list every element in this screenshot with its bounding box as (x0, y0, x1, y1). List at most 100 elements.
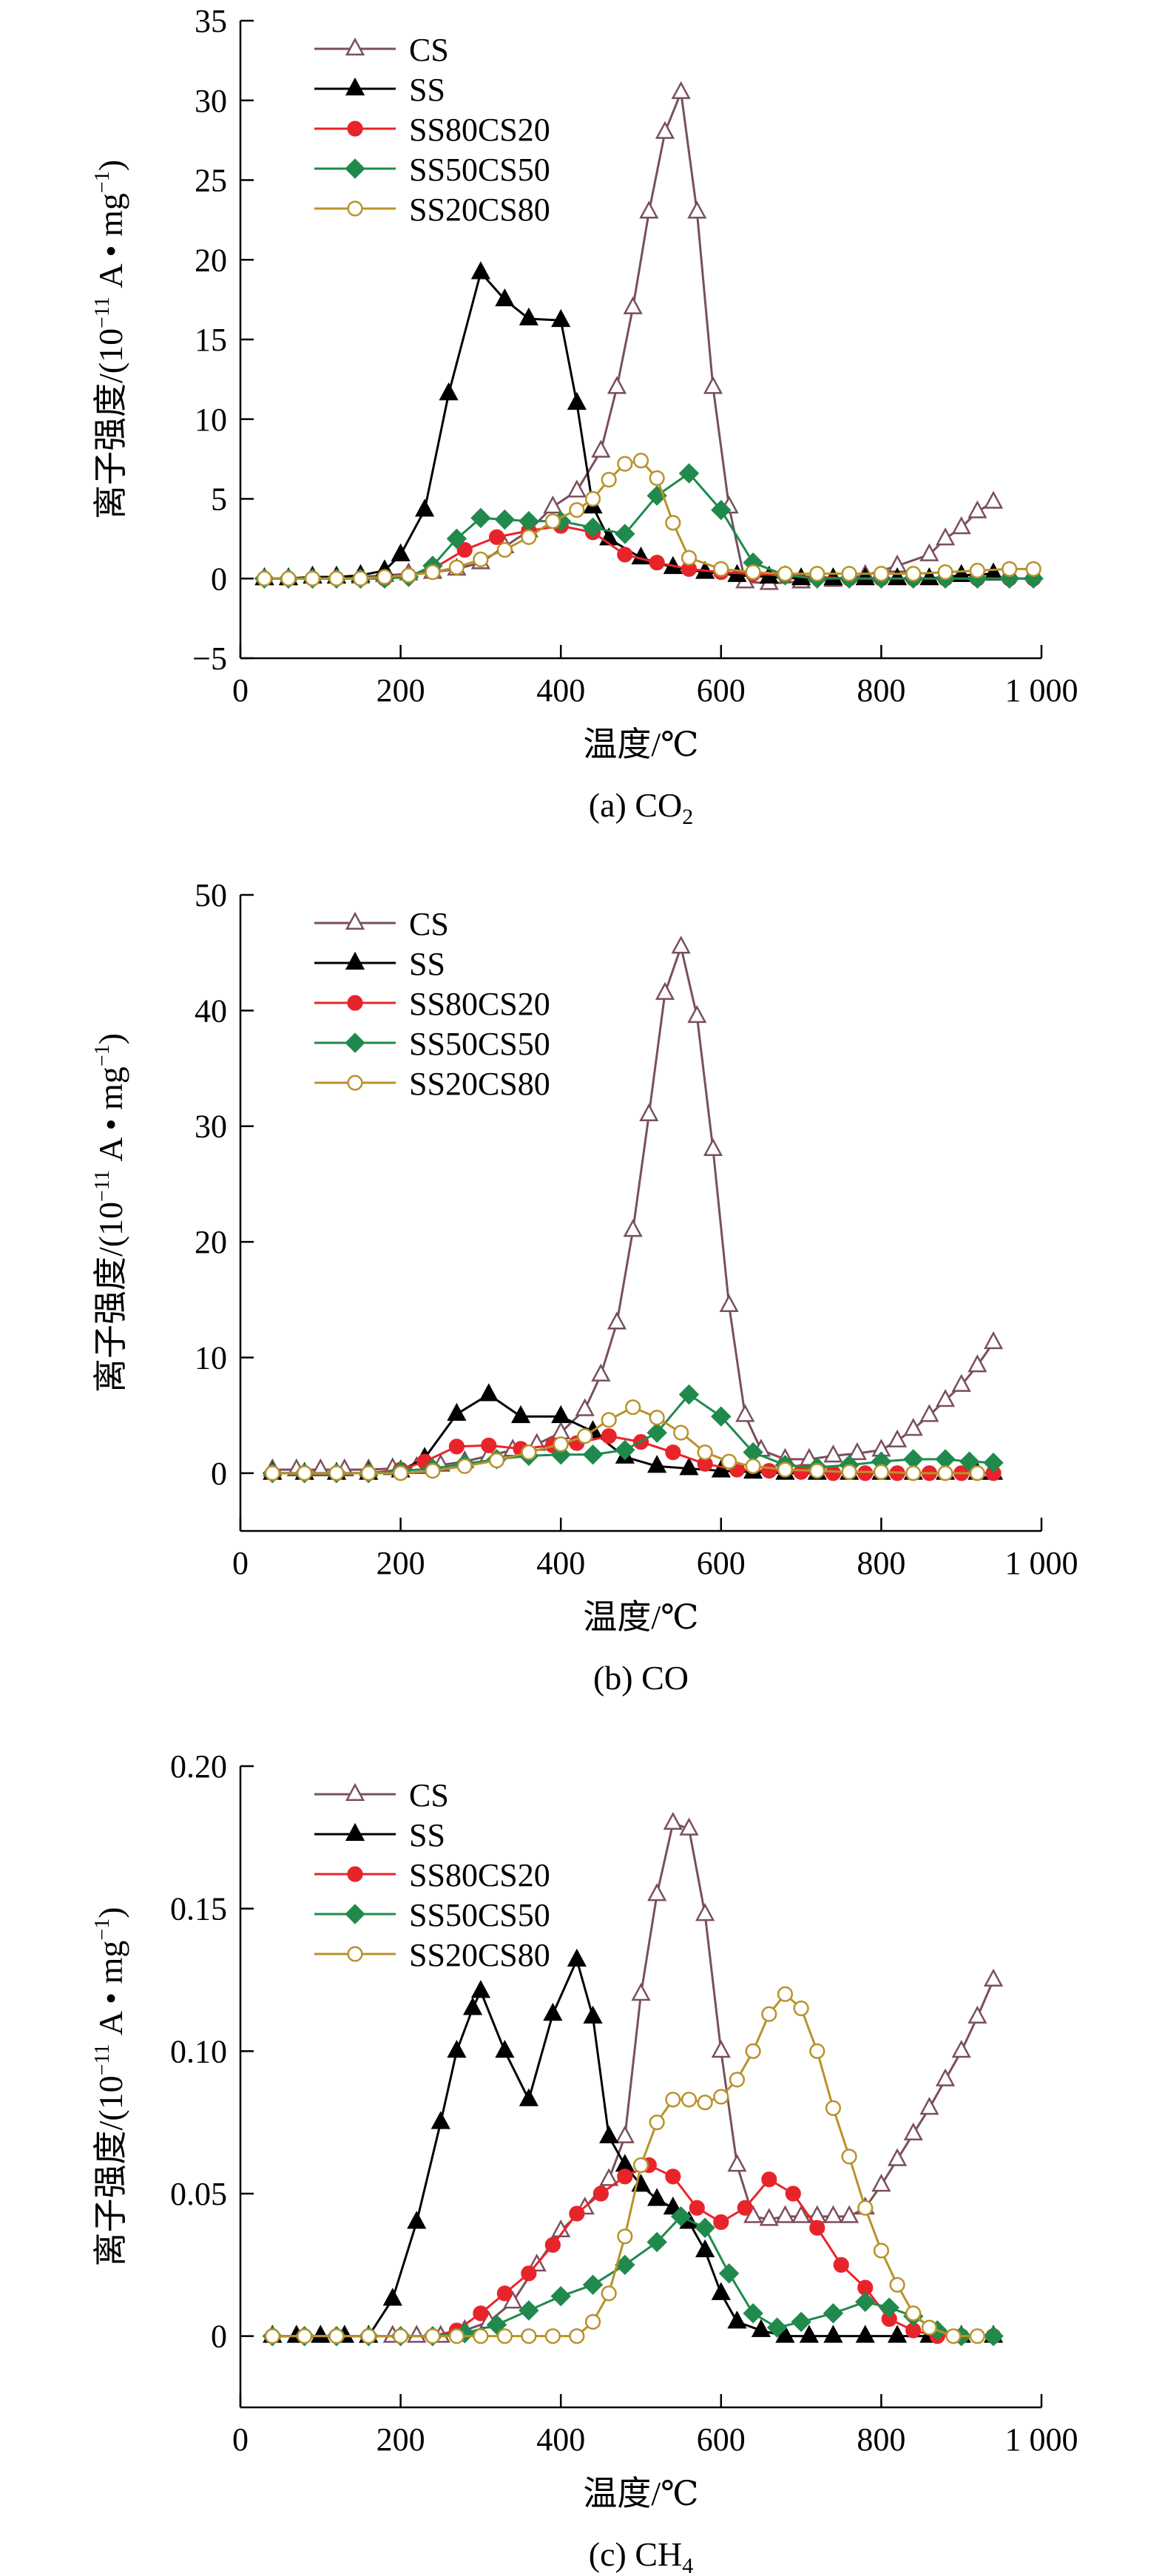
data-point (903, 1418, 923, 1436)
data-point (697, 2095, 713, 2111)
data-point (919, 567, 939, 586)
data-point (297, 2328, 313, 2345)
data-point (448, 2328, 465, 2345)
data-point (569, 501, 585, 518)
data-point (905, 566, 922, 582)
data-point (462, 1997, 483, 2015)
y-tick-label: 25 (195, 163, 227, 199)
data-point (456, 541, 473, 558)
data-point (360, 2328, 376, 2345)
x-tick-label: 1 000 (1005, 1545, 1078, 1581)
data-point (919, 543, 939, 561)
data-point (855, 2325, 875, 2343)
chart-panel-3: 0 0.05 0.10 0.15 0.20 0 200 400 600 800 1 000 温度/℃ (… (91, 1748, 1078, 2576)
data-point (711, 1406, 732, 1427)
data-point (873, 566, 890, 582)
data-point (623, 296, 643, 314)
data-point (945, 2328, 962, 2345)
x-tick-label: 200 (376, 672, 425, 709)
data-point (695, 2217, 715, 2238)
data-point (887, 2325, 908, 2343)
legend-marker (347, 1946, 363, 1962)
data-point (393, 2328, 409, 2345)
data-point (521, 1444, 537, 1461)
data-point (935, 2068, 956, 2086)
x-tick-label: 600 (697, 2421, 746, 2458)
data-point (544, 513, 561, 530)
data-point (727, 2310, 747, 2329)
data-point (759, 2208, 779, 2226)
data-point (575, 1398, 595, 1416)
data-point (569, 2205, 585, 2222)
data-point (687, 1004, 707, 1024)
data-point (582, 1444, 604, 1465)
data-point (903, 2122, 923, 2141)
data-point (495, 2040, 515, 2058)
y-tick-label: 0.05 (170, 2176, 227, 2212)
legend: CS SS SS80CS20 SS50CS50 SS20CS80 (314, 906, 550, 1102)
series-ss20cs80 (264, 1399, 985, 1481)
data-point (582, 517, 604, 538)
data-point (543, 495, 563, 514)
data-point (697, 1444, 713, 1461)
legend-marker (347, 1866, 363, 1882)
data-point (969, 2328, 985, 2345)
legend: CS SS SS80CS20 SS50CS50 SS20CS80 (314, 1777, 550, 1973)
data-point (671, 81, 691, 99)
data-point (887, 2148, 908, 2166)
data-point (456, 1458, 473, 1475)
y-axis-label: 离子强度/(10−11 A • mg−1) (91, 1907, 129, 2266)
data-point (601, 1428, 617, 1444)
data-point (841, 566, 857, 582)
x-tick-label: 0 (232, 1545, 249, 1581)
y-axis-label: 离子强度/(10−11 A • mg−1) (91, 160, 129, 519)
data-point (718, 2263, 740, 2284)
data-point (857, 1465, 874, 1481)
data-point (376, 569, 393, 585)
data-point (391, 543, 411, 561)
data-point (841, 1464, 857, 1480)
data-point (607, 376, 627, 394)
x-tick-label: 1 000 (1005, 2421, 1078, 2458)
data-point (615, 2125, 635, 2143)
y-tick-label: 0 (211, 1456, 227, 1492)
data-point (761, 1463, 777, 1479)
legend-label: SS (409, 946, 445, 982)
y-tick-label: 30 (195, 1109, 227, 1145)
data-point (711, 499, 732, 521)
data-point (841, 2149, 857, 2165)
legend-label: SS20CS80 (409, 1066, 550, 1102)
legend-marker (345, 1032, 365, 1053)
legend-label: SS50CS50 (409, 1897, 550, 1933)
series-ss20cs80 (256, 453, 1041, 586)
data-point (617, 2168, 633, 2185)
legend-label: CS (409, 32, 449, 68)
data-point (584, 490, 601, 507)
data-point (703, 376, 723, 394)
data-point (407, 2325, 427, 2343)
legend-label: SS50CS50 (409, 1026, 550, 1062)
data-point (823, 2205, 843, 2223)
data-point (951, 1373, 971, 1392)
data-point (695, 2239, 715, 2258)
data-point (665, 515, 681, 531)
data-point (745, 564, 761, 581)
data-point (551, 1421, 571, 1440)
data-point (470, 507, 491, 529)
data-point (584, 2313, 601, 2330)
x-tick-label: 200 (376, 1545, 425, 1581)
data-point (713, 2214, 729, 2231)
data-point (735, 1404, 755, 1422)
x-tick-label: 400 (536, 2421, 585, 2458)
data-point (297, 1465, 313, 1481)
data-point (671, 936, 691, 954)
data-point (647, 2188, 667, 2206)
data-point (969, 1465, 985, 1481)
data-point (510, 1404, 531, 1424)
y-tick-label: 0.10 (170, 2033, 227, 2069)
data-point (983, 2325, 1004, 2347)
data-point (809, 2220, 825, 2236)
data-point (777, 566, 794, 582)
series-ss (263, 1948, 1004, 2343)
y-tick-label: 0 (211, 561, 227, 597)
